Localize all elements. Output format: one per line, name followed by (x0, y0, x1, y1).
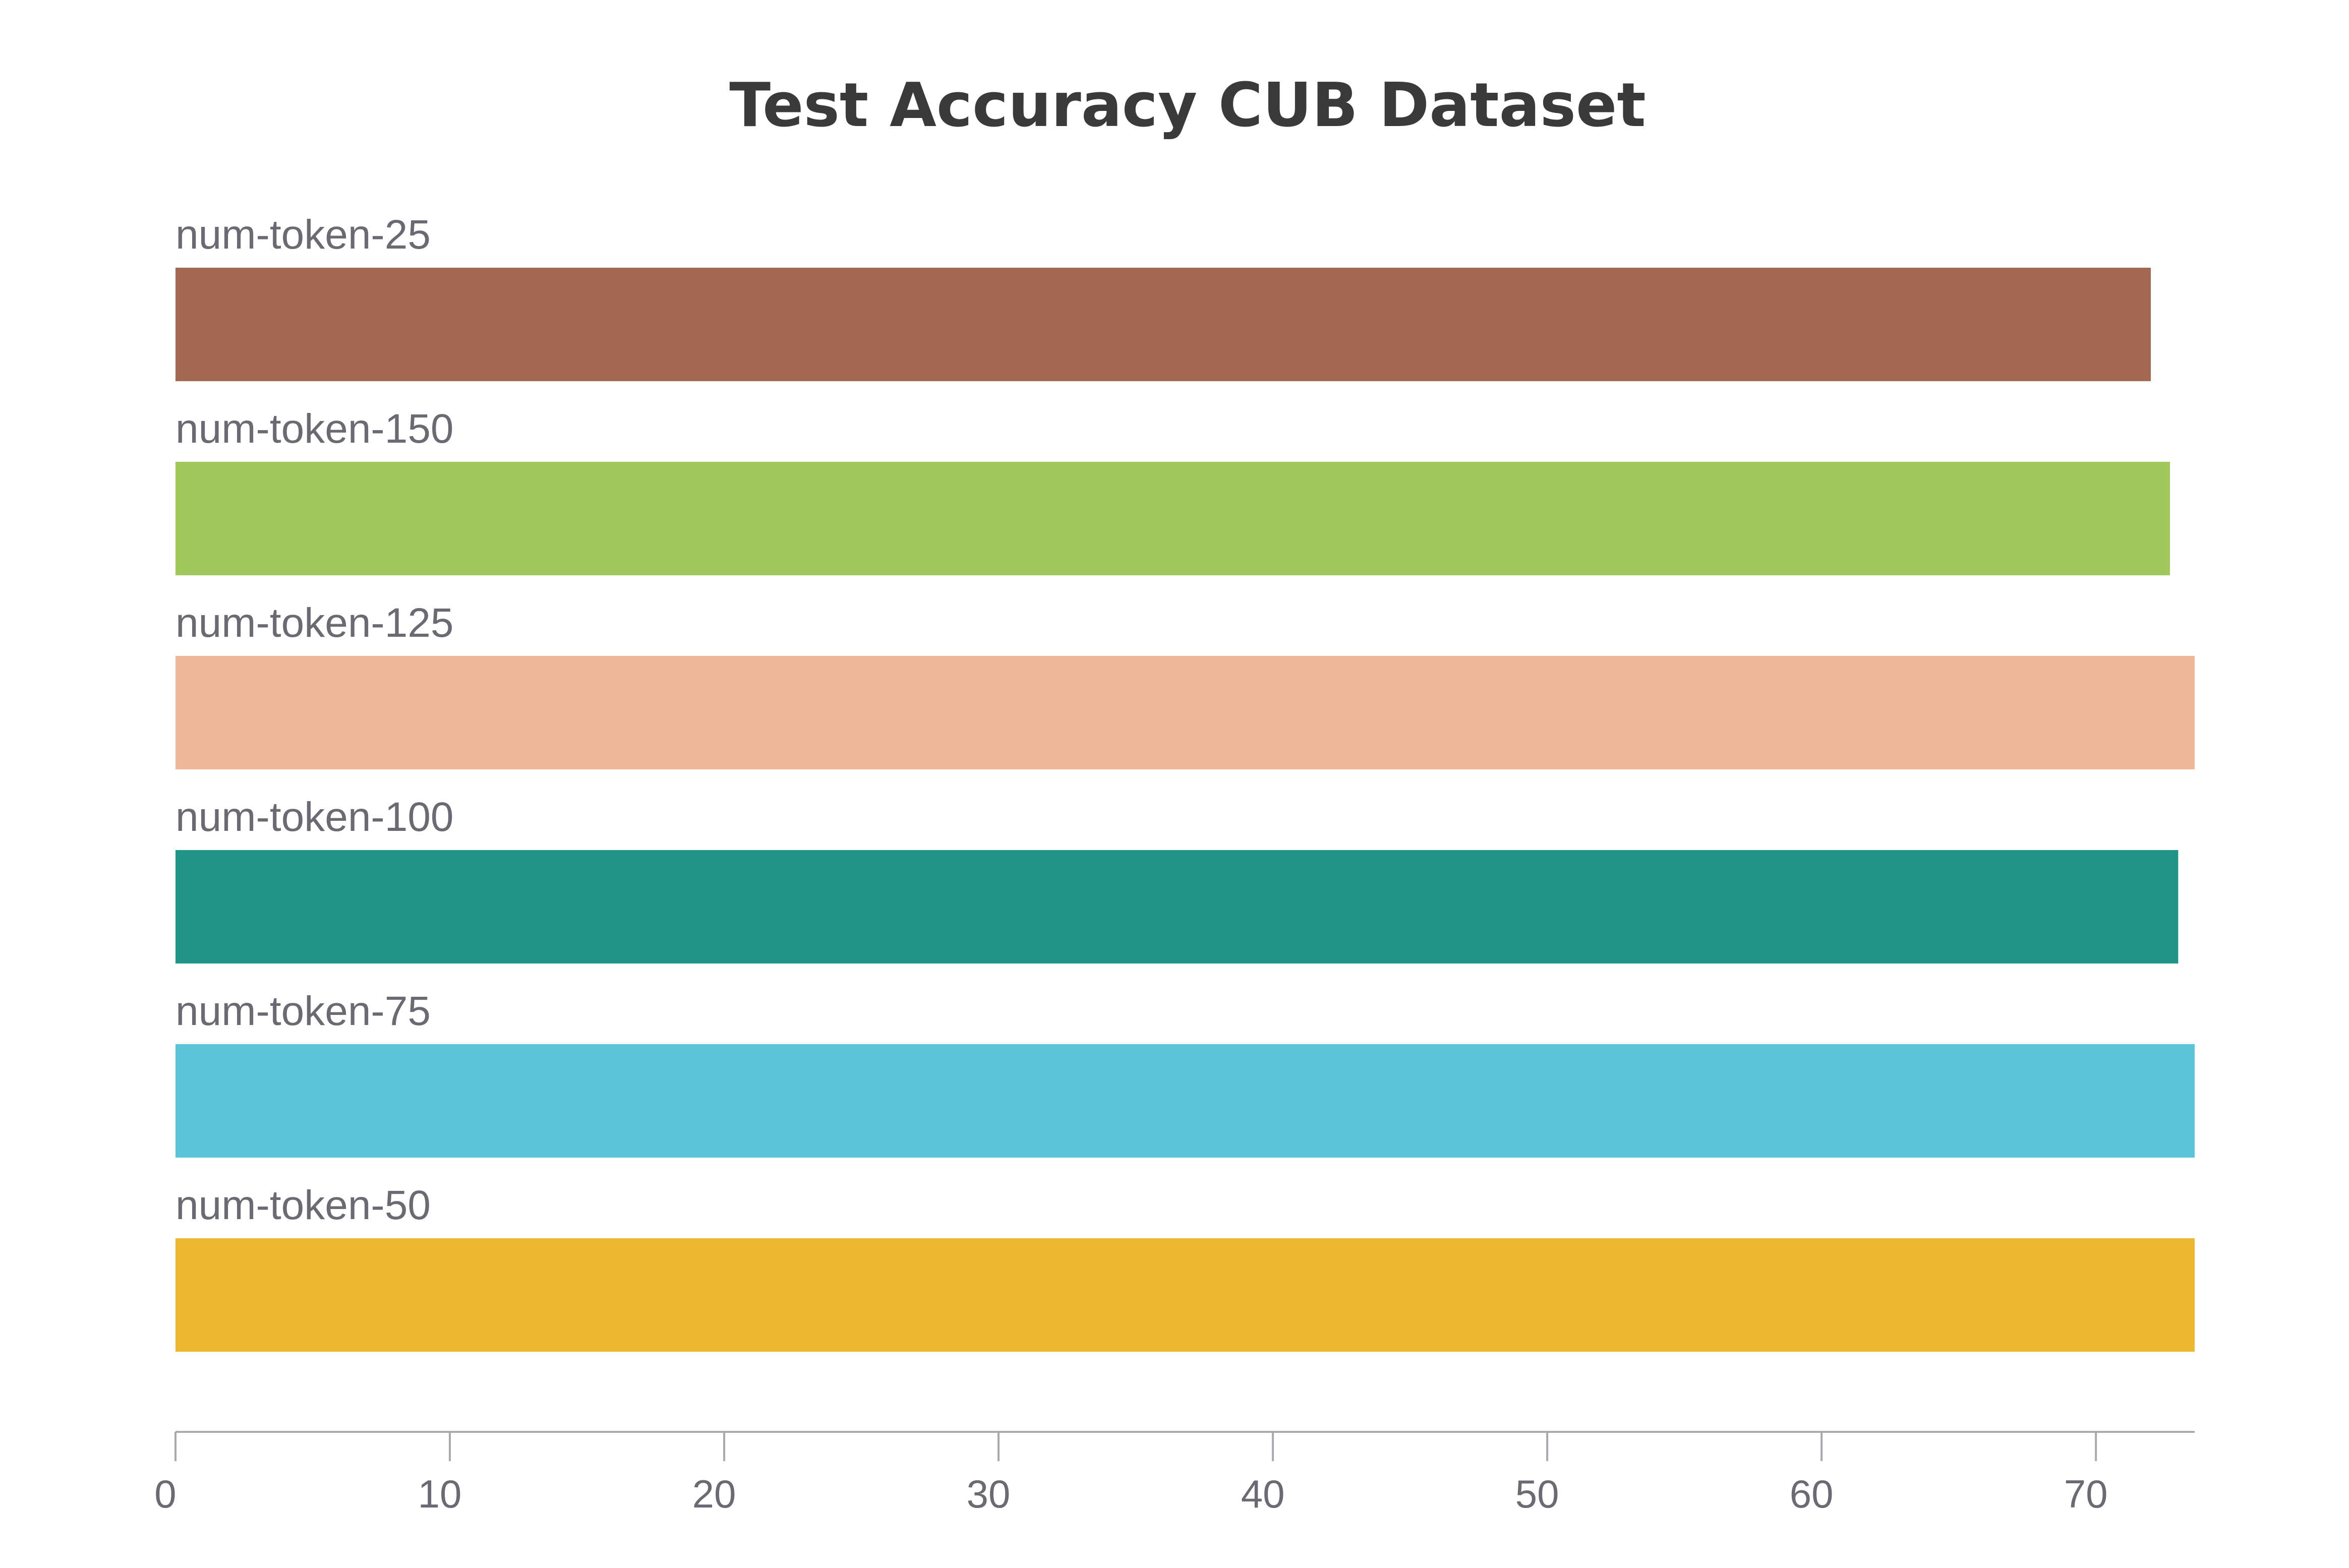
bar-label: num-token-125 (175, 600, 454, 646)
bar (175, 850, 2179, 963)
bars-layer: num-token-25 num-token-150 num-token-125 nu… (175, 212, 2195, 1352)
x-tick-label: 0 (154, 1472, 176, 1516)
bar (175, 1044, 2195, 1158)
bar (175, 462, 2170, 575)
x-tick-label: 50 (1515, 1472, 1559, 1516)
x-tick-label: 70 (2064, 1472, 2108, 1516)
x-axis: 0 10 20 30 40 50 60 70 (154, 1431, 2195, 1516)
bar-label: num-token-50 (175, 1182, 431, 1228)
bar-label: num-token-25 (175, 212, 431, 258)
chart-title: Test Accuracy CUB Dataset (729, 71, 1646, 141)
x-tick-label: 10 (418, 1472, 462, 1516)
bar (175, 268, 2151, 381)
bar (175, 1238, 2195, 1352)
bar-label: num-token-150 (175, 406, 454, 452)
x-tick-label: 20 (692, 1472, 736, 1516)
bar-label: num-token-100 (175, 794, 454, 840)
x-tick-label: 40 (1241, 1472, 1285, 1516)
bar-label: num-token-75 (175, 988, 431, 1034)
x-tick-label: 60 (1790, 1472, 1834, 1516)
x-tick-label: 30 (967, 1472, 1011, 1516)
bar (175, 656, 2195, 769)
